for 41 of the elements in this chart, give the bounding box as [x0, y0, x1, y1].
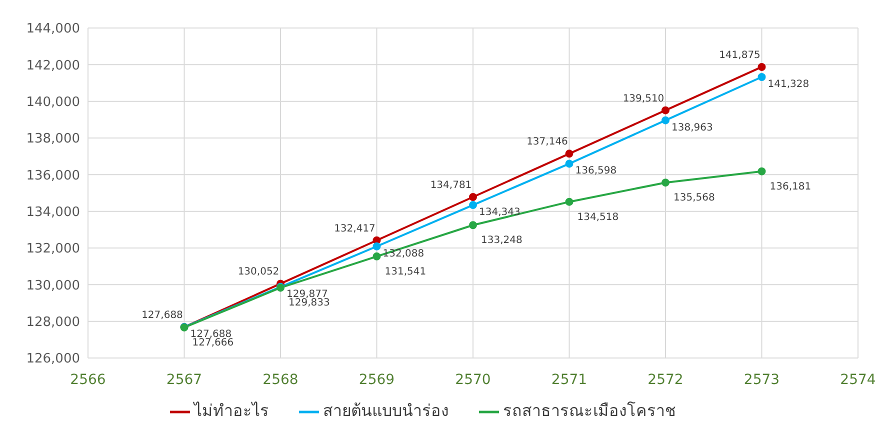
- y-tick-label: 132,000: [26, 242, 80, 257]
- y-tick-label: 126,000: [26, 352, 80, 367]
- data-label: 141,875: [719, 50, 760, 61]
- data-label: 138,963: [672, 122, 713, 134]
- x-tick-label: 2574: [840, 372, 876, 388]
- x-tick-label: 2572: [648, 372, 684, 388]
- y-tick-label: 142,000: [26, 58, 80, 74]
- x-tick-label: 2569: [358, 372, 395, 388]
- y-tick-label: 144,000: [26, 22, 80, 37]
- legend-label: รถสาธารณะเมืองโคราช: [503, 401, 676, 420]
- data-label: 134,781: [430, 180, 472, 192]
- x-tick-label: 2568: [262, 372, 298, 388]
- data-label: 136,598: [575, 166, 617, 177]
- data-label: 141,328: [768, 78, 810, 90]
- data-label: 132,088: [382, 248, 424, 260]
- y-tick-label: 128,000: [26, 314, 80, 330]
- data-label: 133,248: [481, 235, 522, 246]
- y-tick-label: 130,000: [26, 278, 80, 294]
- data-label: 131,541: [384, 266, 426, 278]
- y-tick-label: 136,000: [26, 168, 80, 184]
- y-tick-label: 140,000: [26, 94, 80, 110]
- data-label: 135,568: [674, 192, 715, 204]
- data-label: 127,688: [142, 310, 183, 322]
- y-tick-label: 134,000: [26, 204, 80, 220]
- data-label: 132,417: [334, 223, 376, 234]
- x-tick-label: 2566: [70, 372, 106, 388]
- legend-label: ไม่ทำอะไร: [194, 401, 269, 420]
- legend-label: สายต้นแบบนำร่อง: [323, 401, 449, 420]
- x-tick-label: 2570: [455, 372, 491, 388]
- data-label: 129,833: [288, 298, 330, 309]
- data-label: 136,181: [770, 181, 812, 192]
- x-tick-label: 2571: [551, 372, 588, 388]
- data-label: 139,510: [622, 93, 664, 104]
- data-label: 127,666: [192, 337, 234, 348]
- y-tick-label: 138,000: [26, 132, 80, 147]
- x-tick-label: 2573: [744, 372, 780, 388]
- data-label: 137,146: [526, 136, 568, 148]
- data-label: 130,052: [238, 266, 280, 278]
- data-label: 134,343: [479, 207, 520, 218]
- x-tick-label: 2567: [166, 372, 202, 388]
- data-label: 134,518: [577, 212, 619, 223]
